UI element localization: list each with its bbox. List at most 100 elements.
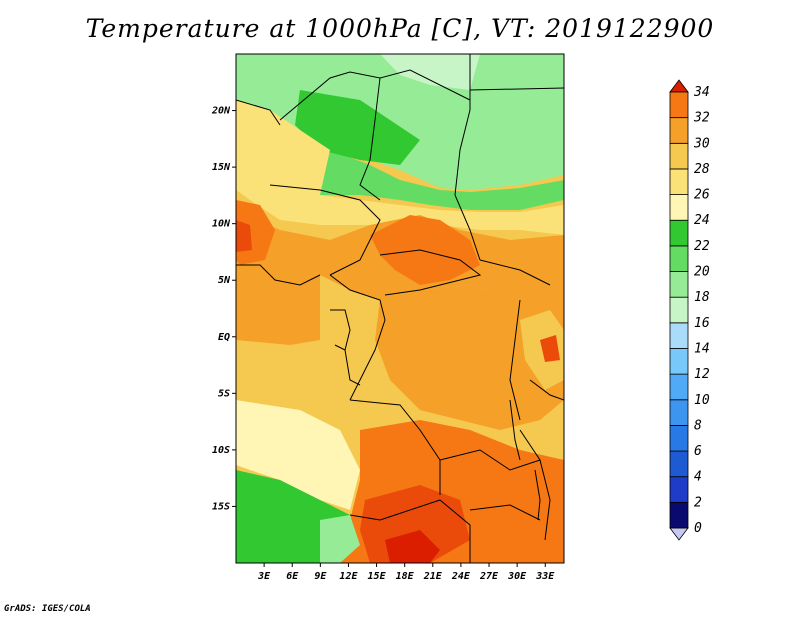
lon-tick-label: 15E (368, 571, 387, 582)
colorbar-label: 16 (694, 316, 710, 331)
region-southwest-light (320, 515, 360, 563)
border-nigeria (269, 184, 381, 276)
colorbar-box (669, 91, 689, 119)
country-borders (236, 54, 564, 563)
lon-tick-label: 12E (339, 571, 358, 582)
region-sahara-pale (380, 54, 480, 90)
colorbar-high-triangle (669, 79, 689, 93)
region-sahel-green (260, 140, 564, 210)
colorbar-label: 12 (694, 367, 710, 382)
colorbar-label: 20 (694, 265, 710, 280)
credit-text: GrADS: IGES/COLA (4, 604, 91, 614)
lat-tick-label: 15N (212, 162, 231, 173)
colorbar-label: 14 (694, 341, 710, 356)
colorbar-box (669, 373, 689, 401)
region-kalahari-core (385, 530, 440, 563)
colorbar-box (669, 194, 689, 221)
colorbar-box (669, 296, 689, 324)
lon-tick-label: 24E (451, 571, 471, 582)
colorbar-box (669, 425, 689, 452)
region-gulf (236, 275, 320, 345)
colorbar-label: 22 (694, 239, 710, 254)
border-car (379, 249, 482, 296)
border-botswana (439, 499, 471, 563)
border-gabon (330, 309, 351, 351)
colorbar-label: 8 (694, 418, 702, 433)
border-angola (349, 399, 441, 495)
colorbar-label: 30 (693, 136, 710, 151)
colorbar-label: 0 (694, 521, 702, 536)
lat-tick-label: 5N (218, 275, 231, 286)
colorbar-label: 24 (694, 213, 710, 228)
colorbar-label: 4 (694, 470, 702, 485)
border-mali-niger (236, 99, 281, 126)
page-title: Temperature at 1000hPa [C], VT: 20191229… (85, 14, 715, 43)
region-south-yellow (236, 400, 360, 510)
lon-axis: 3E 6E 9E 12E 15E 18E 21E 24E 27E 30E 33E (257, 563, 555, 582)
border-libya-chad (454, 54, 471, 196)
lat-tick-label: EQ (218, 332, 230, 343)
lon-tick-label: 33E (535, 571, 555, 582)
border-chad-sudan (454, 194, 481, 261)
border-tanzania (529, 379, 564, 401)
region-savanna-yellow (236, 100, 564, 235)
lat-tick-label: 20N (211, 106, 231, 117)
border-namibia (349, 499, 441, 521)
border-niger-chad (359, 77, 381, 201)
colorbar-low-triangle (669, 527, 689, 541)
lon-tick-label: 9E (314, 571, 327, 582)
colorbar-box (669, 117, 689, 144)
colorbar-box (669, 271, 689, 298)
colorbar-label: 26 (694, 188, 710, 203)
colorbar-label: 34 (693, 85, 710, 100)
colorbar-box (669, 501, 689, 529)
colorbar-box (669, 399, 689, 426)
region-north-green (295, 90, 420, 165)
lat-tick-label: 5S (218, 388, 230, 399)
region-south-light (236, 340, 350, 420)
colorbar-label: 2 (694, 495, 702, 510)
lon-tick-label: 6E (286, 571, 299, 582)
colorbar-box (669, 142, 689, 170)
region-lake-victoria (540, 335, 560, 362)
border-west-coast (236, 264, 321, 286)
border-south-sudan (479, 259, 551, 286)
lon-tick-label: 30E (507, 571, 527, 582)
border-drc-east (509, 299, 521, 421)
colorbar-box (669, 168, 689, 195)
colorbar-box (669, 219, 689, 247)
region-hot-core (370, 215, 480, 285)
colorbar-label: 32 (693, 111, 710, 126)
border-lake-tanganyika (509, 399, 521, 461)
border-zambia (439, 449, 541, 471)
lat-tick-label: 10N (212, 219, 231, 230)
border-zimbabwe (469, 504, 541, 521)
lon-tick-label: 18E (396, 571, 415, 582)
border-algeria-niger (279, 69, 471, 121)
colorbar-box (669, 450, 689, 478)
temperature-field (236, 54, 564, 563)
colorbar-box (669, 348, 689, 375)
lat-tick-label: 10S (212, 445, 230, 456)
colorbar-label: 18 (694, 290, 710, 305)
colorbar-label: 6 (694, 444, 702, 459)
lon-tick-label: 27E (479, 571, 499, 582)
colorbar-box (669, 245, 689, 272)
border-congo-coast (344, 349, 361, 386)
map-frame (235, 53, 565, 564)
border-cameroon (329, 274, 386, 321)
colorbar-label: 28 (694, 162, 710, 177)
border-drc-west (349, 319, 386, 401)
colorbar-box (669, 322, 689, 349)
region-hotspot-west (236, 220, 252, 252)
region-congo (375, 285, 564, 430)
lat-tick-label: 15S (212, 501, 230, 512)
lon-tick-label: 21E (423, 571, 443, 582)
border-mozambique (519, 429, 551, 541)
colorbar-box (669, 476, 689, 503)
border-sudan-north (469, 87, 564, 91)
border-lake-malawi (534, 469, 541, 521)
colorbar-label: 10 (694, 393, 710, 408)
